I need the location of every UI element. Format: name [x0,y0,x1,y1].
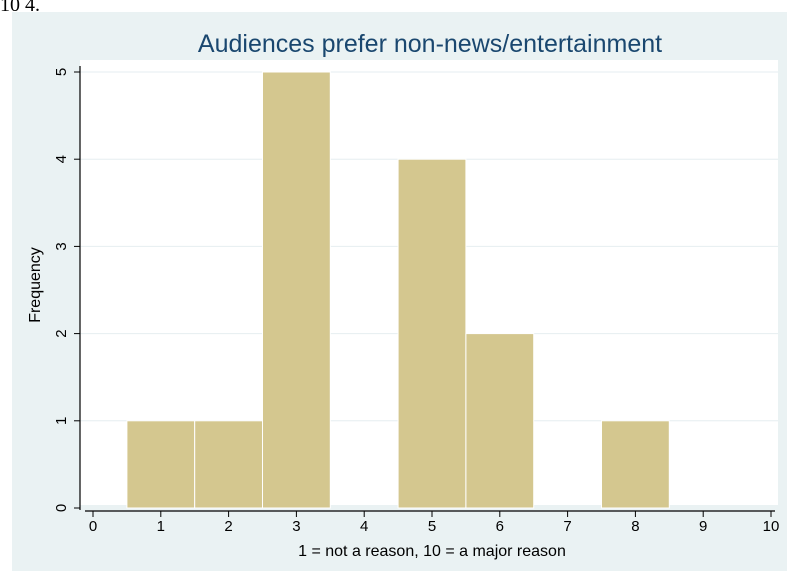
x-tick-label-6: 6 [496,518,504,535]
bar-6 [465,333,535,509]
y-tick-label-1: 1 [53,417,70,425]
y-tick-label-4: 4 [53,155,70,163]
bars-group [126,71,670,509]
x-tick-label-0: 0 [89,518,97,535]
bar-8 [601,420,670,509]
chart-title: Audiences prefer non-news/entertainment [198,30,662,58]
y-tick-label-2: 2 [53,329,70,337]
x-tick-label-8: 8 [631,518,639,535]
y-tick-label-0: 0 [53,504,70,512]
y-axis-label: Frequency [27,247,44,323]
x-tick-label-9: 9 [699,518,707,535]
x-tick-label-5: 5 [428,518,436,535]
x-tick-label-2: 2 [224,518,232,535]
axes-group: 0 1 2 3 4 5 0 1 2 3 4 5 6 7 8 9 10 [53,66,779,535]
x-tick-label-7: 7 [563,518,571,535]
bar-3 [262,71,331,509]
x-tick-label-4: 4 [360,518,368,535]
bar-2 [194,420,263,509]
y-tick-label-3: 3 [53,242,70,250]
bar-5 [397,158,467,509]
x-tick-label-3: 3 [292,518,300,535]
x-tick-label-10: 10 [763,518,780,535]
x-tick-label-1: 1 [157,518,165,535]
y-tick-label-5: 5 [53,68,70,76]
bar-1 [126,420,196,509]
x-axis-label: 1 = not a reason, 10 = a major reason [298,543,566,560]
